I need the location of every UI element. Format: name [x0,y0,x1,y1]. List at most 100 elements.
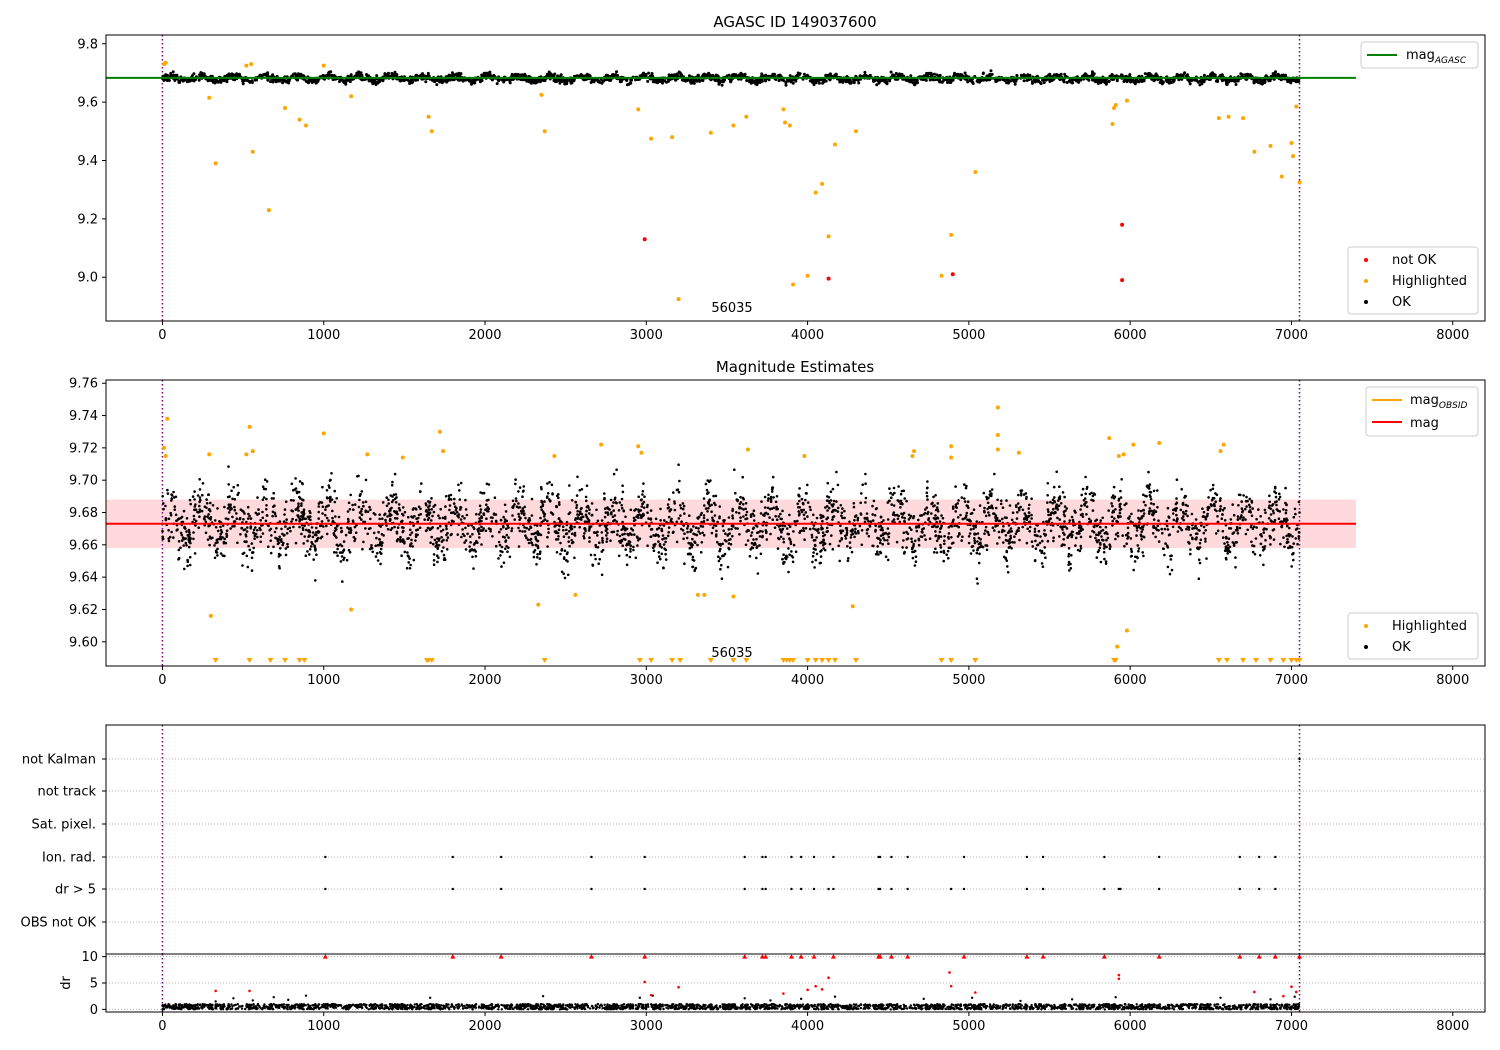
ok-point [438,516,441,520]
ok-point [1041,539,1044,543]
ok-point [664,552,667,556]
highlighted-point [1110,122,1115,127]
highlighted-point [731,123,736,128]
ok-point [828,501,831,505]
ok-point [468,535,472,538]
ok-point [717,559,721,563]
ok-point [300,481,304,485]
ok-point [772,496,775,499]
ok-point [1224,535,1228,539]
ok-point [606,531,609,535]
ok-point [812,513,815,517]
ok-point [535,80,539,84]
ok-point [478,536,481,539]
ok-point [625,553,629,557]
ok-point [379,547,383,551]
ok-point [702,516,706,520]
ok-point [450,71,454,75]
ok-point [471,555,474,559]
ok-point [875,83,879,87]
ok-point [393,472,397,476]
ok-point [972,527,975,531]
ok-point [741,475,744,479]
ok-point [365,73,368,76]
ok-point [1034,547,1038,550]
ok-point [521,530,524,533]
ok-point [497,557,500,560]
ok-point [727,516,731,519]
panel2-title: Magnitude Estimates [716,358,874,376]
ok-point [1171,80,1175,84]
highlighted-point [539,92,544,97]
ok-point [988,72,992,76]
ok-point [1285,534,1288,538]
highlighted-point [1252,149,1257,154]
highlighted-point [1226,114,1231,119]
ok-point [433,538,437,542]
ok-point [882,519,885,522]
ok-point [649,509,653,512]
ok-point [628,81,632,85]
ok-point [622,525,625,528]
ok-point [672,491,675,494]
ok-point [802,508,805,512]
ok-point [378,517,382,521]
ok-point [879,541,882,545]
ok-point [495,82,499,86]
panel-magnitude-estimates: Magnitude Estimates 0 1000 2000 3000 4000 500… [69,358,1486,688]
ok-point [867,520,870,523]
ok-point [930,525,934,529]
highlighted-point [1241,116,1246,121]
highlighted-point [250,149,255,154]
ok-point [317,517,321,520]
ok-point [1068,519,1072,522]
ok-point [458,498,462,501]
ok-point [1079,535,1083,539]
ok-point [233,505,236,509]
ok-point [310,526,314,529]
ok-point [441,516,445,520]
ok-point [390,483,394,487]
ok-point [161,529,164,533]
ok-point [1030,517,1033,520]
ok-point [192,72,196,76]
highlighted-point [429,129,434,134]
ok-point [940,80,944,84]
ok-point [230,489,233,493]
ok-point [1265,527,1268,531]
ok-point [930,502,933,506]
ok-point [803,517,806,521]
ok-point [900,502,904,505]
ok-point [617,554,621,558]
ok-point [349,73,353,77]
ok-point [385,496,389,499]
ok-point [311,535,315,539]
ok-point [1284,509,1288,512]
ok-point [297,502,300,506]
ok-point [1209,488,1212,492]
highlighted-point [813,190,818,195]
ok-point [952,541,955,545]
ok-point [1148,510,1152,513]
ok-point [736,527,739,530]
ok-point [368,505,371,509]
highlighted-point [1124,98,1129,103]
ok-point [1171,512,1175,515]
ok-point [939,546,943,549]
ok-point [794,550,798,553]
ok-point [596,534,599,537]
ok-point [1030,497,1033,501]
ok-point [1294,512,1297,516]
ok-point [459,518,463,521]
ok-point [261,532,265,535]
ok-point [806,483,809,487]
ok-point [192,514,196,518]
ok-point [615,520,618,523]
ok-point [604,511,608,514]
ok-point [419,490,422,494]
ok-point [1089,535,1092,538]
ok-point [1104,525,1108,529]
ok-point [984,514,988,518]
ok-point [203,518,206,521]
ok-point [375,74,379,78]
